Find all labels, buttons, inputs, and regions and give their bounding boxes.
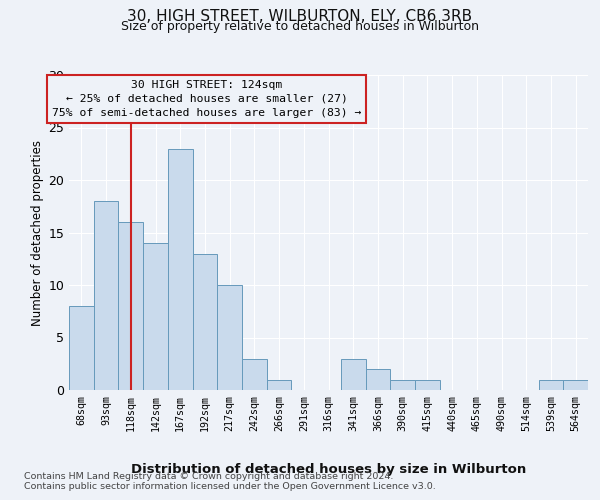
Bar <box>69 306 94 390</box>
Text: 30, HIGH STREET, WILBURTON, ELY, CB6 3RB: 30, HIGH STREET, WILBURTON, ELY, CB6 3RB <box>127 9 473 24</box>
Text: 30 HIGH STREET: 124sqm
← 25% of detached houses are smaller (27)
75% of semi-det: 30 HIGH STREET: 124sqm ← 25% of detached… <box>52 80 361 118</box>
Bar <box>341 358 365 390</box>
Bar <box>217 285 242 390</box>
Bar <box>365 369 390 390</box>
Bar <box>168 148 193 390</box>
Bar <box>267 380 292 390</box>
Text: Contains HM Land Registry data © Crown copyright and database right 2024.: Contains HM Land Registry data © Crown c… <box>24 472 394 481</box>
Y-axis label: Number of detached properties: Number of detached properties <box>31 140 44 326</box>
Bar <box>118 222 143 390</box>
Bar <box>193 254 217 390</box>
Text: Contains public sector information licensed under the Open Government Licence v3: Contains public sector information licen… <box>24 482 436 491</box>
Bar <box>242 358 267 390</box>
Bar <box>563 380 588 390</box>
Bar <box>143 243 168 390</box>
Bar <box>539 380 563 390</box>
Bar <box>94 201 118 390</box>
Text: Size of property relative to detached houses in Wilburton: Size of property relative to detached ho… <box>121 20 479 33</box>
Bar <box>390 380 415 390</box>
Text: Distribution of detached houses by size in Wilburton: Distribution of detached houses by size … <box>131 462 526 475</box>
Bar <box>415 380 440 390</box>
